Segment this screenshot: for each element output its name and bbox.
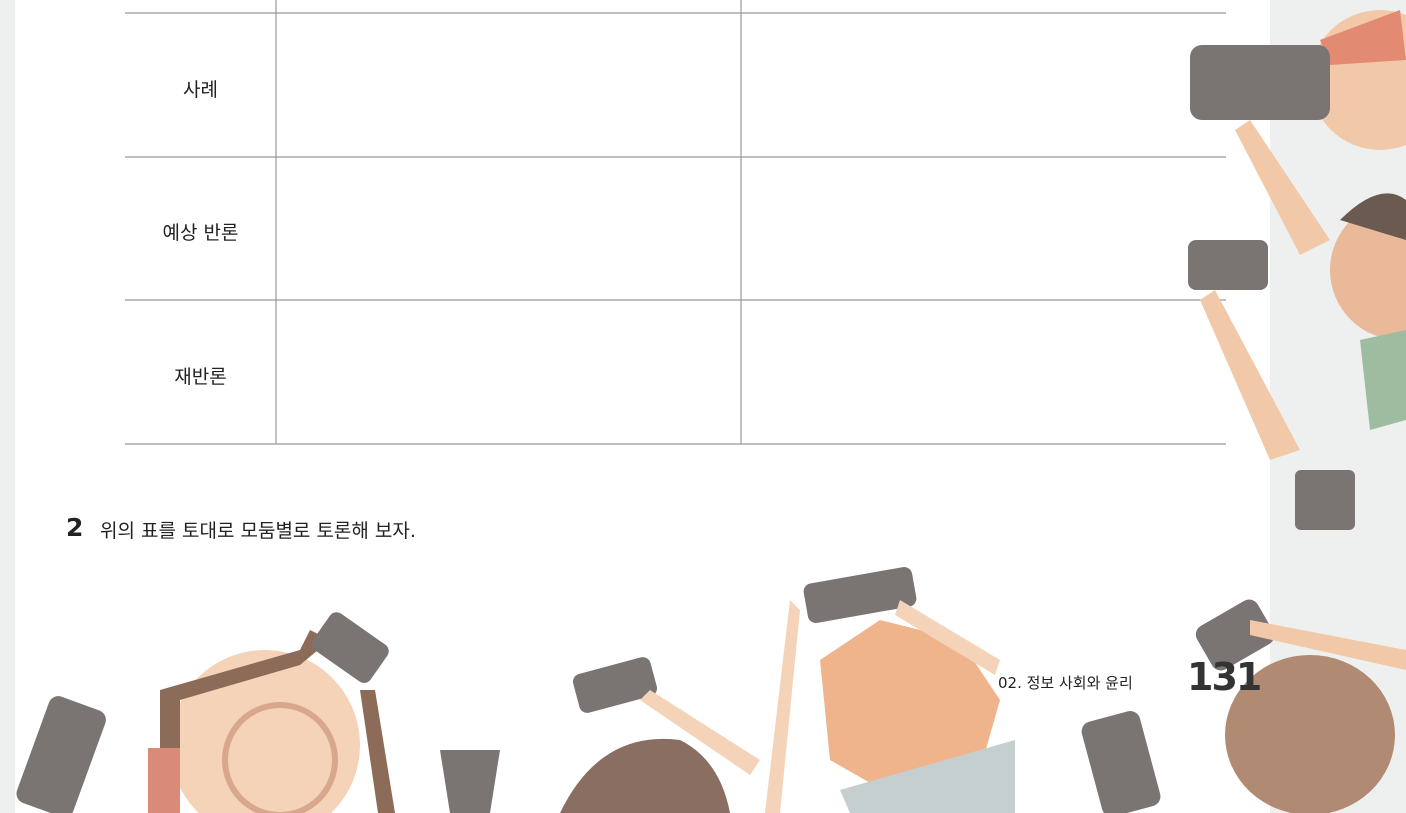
footer-section: 02. 정보 사회와 윤리 — [998, 672, 1133, 693]
question-number: 2 — [66, 513, 83, 542]
page: {"table": {"rows": ["사례", "예상 반론", "재반론"… — [0, 0, 1406, 813]
row-label: 재반론 — [125, 362, 276, 389]
table-lines — [125, 0, 1226, 444]
row-label: 사례 — [125, 75, 276, 102]
page-body: 사례 예상 반론 재반론 2 위의 표를 토대로 모둠별로 토론해 보자. 02… — [0, 0, 1406, 813]
page-number: 131 — [1187, 655, 1260, 699]
row-label: 예상 반론 — [125, 218, 276, 245]
question-text: 위의 표를 토대로 모둠별로 토론해 보자. — [100, 516, 416, 543]
